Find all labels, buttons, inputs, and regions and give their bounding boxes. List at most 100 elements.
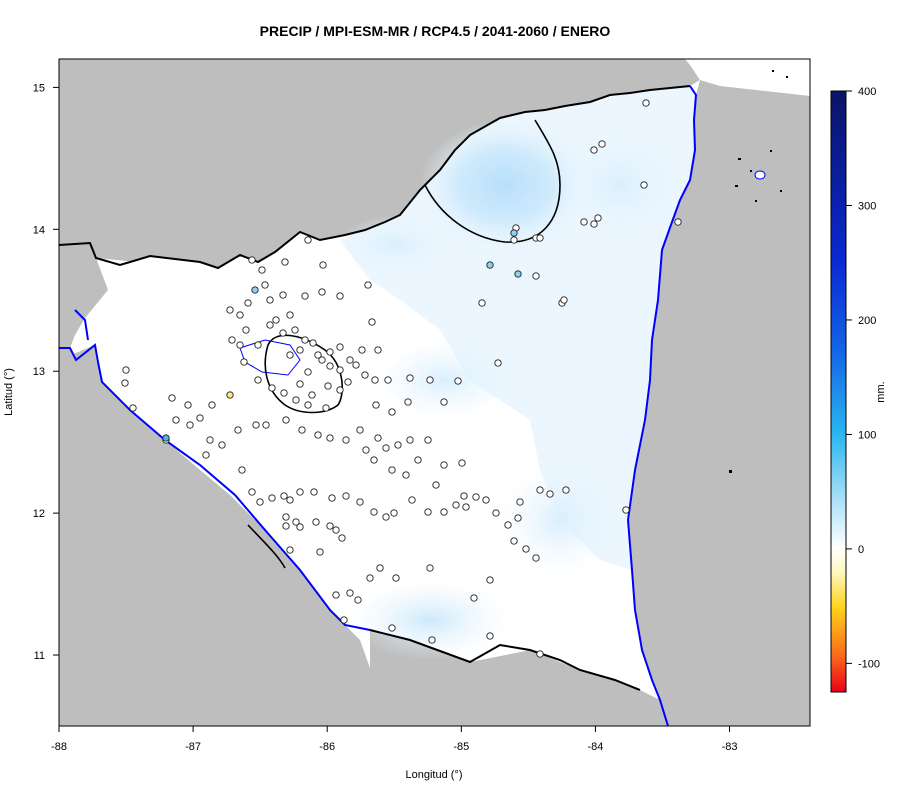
station-marker <box>281 258 289 266</box>
station-marker <box>254 341 262 349</box>
station-marker <box>258 266 266 274</box>
station-marker <box>336 386 344 394</box>
station-marker <box>352 361 360 369</box>
station-marker <box>342 492 350 500</box>
station-marker <box>361 371 369 379</box>
station-marker <box>406 436 414 444</box>
station-marker <box>424 436 432 444</box>
station-marker <box>408 496 416 504</box>
station-marker <box>319 261 327 269</box>
station-marker <box>218 441 226 449</box>
station-marker <box>248 256 256 264</box>
land-outside-west <box>59 243 108 352</box>
station-marker <box>280 389 288 397</box>
station-marker <box>318 356 326 364</box>
colorbar-tick-label: 200 <box>858 315 876 327</box>
y-axis-label: Latitud (°) <box>3 368 15 416</box>
station-marker <box>402 471 410 479</box>
colorbar-tick-label: 300 <box>858 200 876 212</box>
station-marker <box>382 444 390 452</box>
station-marker <box>452 501 460 509</box>
station-marker <box>454 377 462 385</box>
station-marker <box>279 329 287 337</box>
station-marker <box>494 359 502 367</box>
station-marker <box>642 99 650 107</box>
station-marker <box>234 426 242 434</box>
station-marker <box>340 616 348 624</box>
station-marker <box>504 521 512 529</box>
station-marker <box>510 229 518 237</box>
colorbar-tick-label: -100 <box>858 658 880 670</box>
station-marker <box>536 650 544 658</box>
station-marker <box>268 494 276 502</box>
station-marker <box>404 398 412 406</box>
station-marker <box>342 436 350 444</box>
colorbar-unit-label: mm. <box>875 381 887 402</box>
station-marker <box>206 436 214 444</box>
station-marker <box>486 632 494 640</box>
station-marker <box>304 236 312 244</box>
station-marker <box>226 306 234 314</box>
station-marker <box>122 366 130 374</box>
station-marker <box>346 356 354 364</box>
station-marker <box>296 523 304 531</box>
station-marker <box>486 576 494 584</box>
station-marker <box>326 522 334 530</box>
station-marker <box>536 234 544 242</box>
x-tick-label: -85 <box>453 741 469 753</box>
station-marker <box>336 343 344 351</box>
station-marker <box>328 494 336 502</box>
station-marker <box>392 574 400 582</box>
station-marker <box>458 459 466 467</box>
x-tick-label: -84 <box>587 741 603 753</box>
station-marker <box>460 492 468 500</box>
station-marker <box>286 546 294 554</box>
station-marker <box>374 434 382 442</box>
station-marker <box>370 456 378 464</box>
station-marker <box>388 408 396 416</box>
station-marker <box>261 281 269 289</box>
station-marker <box>324 382 332 390</box>
plot-frame <box>58 58 811 727</box>
station-marker <box>332 591 340 599</box>
station-marker <box>202 451 210 459</box>
country-borders <box>59 85 691 691</box>
station-marker <box>236 311 244 319</box>
x-tick-label: -83 <box>722 741 738 753</box>
station-marker <box>226 391 234 399</box>
station-marker <box>358 346 366 354</box>
x-tick-label: -88 <box>51 741 67 753</box>
station-marker <box>322 404 330 412</box>
station-marker <box>428 636 436 644</box>
station-marker <box>332 526 340 534</box>
station-marker <box>252 421 260 429</box>
station-marker <box>440 398 448 406</box>
station-marker <box>336 292 344 300</box>
station-marker <box>462 503 470 511</box>
station-marker <box>338 534 346 542</box>
station-marker <box>394 441 402 449</box>
station-marker <box>368 318 376 326</box>
map-title: PRECIP / MPI-ESM-MR / RCP4.5 / 2041-2060… <box>260 23 611 39</box>
station-marker <box>236 341 244 349</box>
land-outside-east <box>628 80 810 726</box>
station-marker <box>240 358 248 366</box>
station-marker <box>129 404 137 412</box>
station-marker <box>364 281 372 289</box>
y-tick-label: 12 <box>33 508 45 520</box>
x-tick-label: -87 <box>185 741 201 753</box>
station-marker <box>296 346 304 354</box>
station-marker <box>486 261 494 269</box>
station-marker <box>208 401 216 409</box>
station-marker <box>304 401 312 409</box>
station-marker <box>522 545 530 553</box>
station-marker <box>310 488 318 496</box>
x-axis-label: Longitud (°) <box>406 769 463 781</box>
station-marker <box>121 379 129 387</box>
station-marker <box>388 466 396 474</box>
station-marker <box>536 486 544 494</box>
y-tick-label: 14 <box>33 224 45 236</box>
station-marker <box>622 506 630 514</box>
station-marker <box>432 481 440 489</box>
